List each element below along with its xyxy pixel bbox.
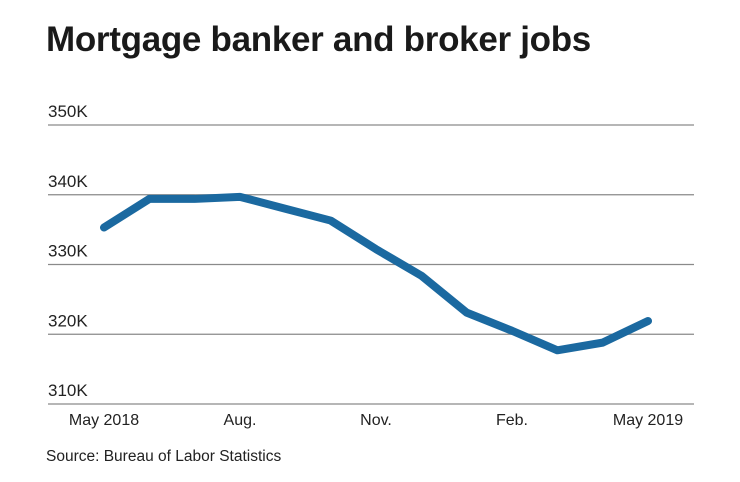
y-tick-label: 330K xyxy=(48,242,88,261)
x-tick-label: Aug. xyxy=(224,412,257,429)
y-tick-label: 310K xyxy=(48,381,88,400)
x-tick-label: Nov. xyxy=(360,412,392,429)
series-line xyxy=(100,192,652,355)
source-note: Source: Bureau of Labor Statistics xyxy=(46,448,282,465)
x-tick-label: May 2019 xyxy=(613,412,683,429)
x-tick-label: May 2018 xyxy=(69,412,139,429)
x-tick-label: Feb. xyxy=(496,412,528,429)
chart-title: Mortgage banker and broker jobs xyxy=(46,20,591,59)
y-tick-label: 350K xyxy=(48,102,88,121)
y-tick-label: 340K xyxy=(48,172,88,191)
y-tick-label: 320K xyxy=(48,311,88,330)
